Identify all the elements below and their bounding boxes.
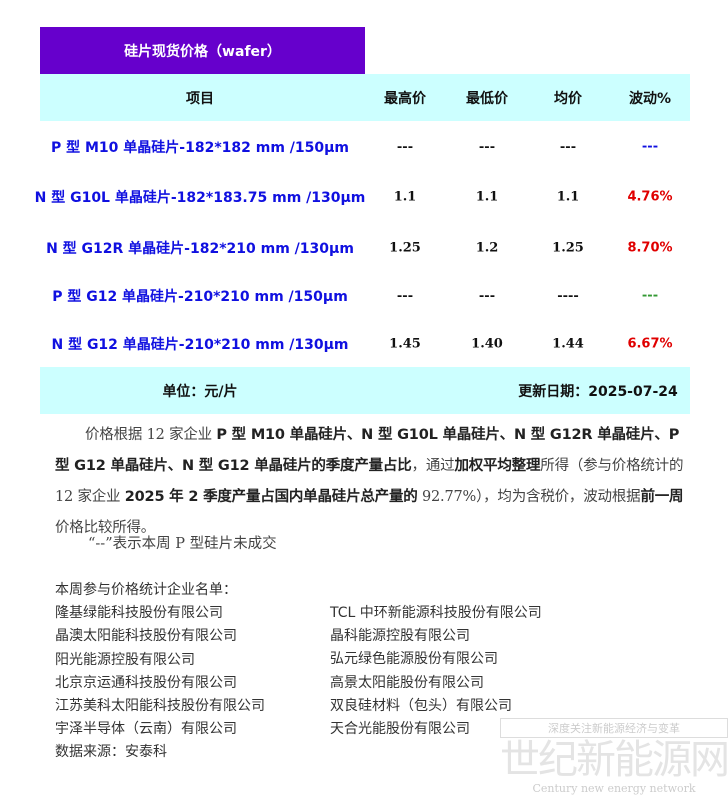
- header-min: 最低价: [466, 91, 508, 107]
- cell-max: ---: [396, 139, 414, 155]
- cell-change: 4.76%: [627, 189, 673, 205]
- paragraph-segment: 价格比较所得。: [55, 520, 156, 536]
- company-name: 宇泽半导体（云南）有限公司: [55, 721, 237, 738]
- table-row: N 型 G10L 单晶硅片-182*183.75 mm /130μm 1.1 1.1…: [35, 173, 690, 221]
- cell-min: 1.40: [471, 336, 503, 352]
- unit-label: 单位：元/片: [162, 384, 238, 400]
- paragraph-segment: 加权平均整理: [454, 458, 541, 474]
- company-name: 江苏美科太阳能科技股份有限公司: [55, 698, 265, 715]
- description-paragraph: 价格根据 12 家企业 P 型 M10 单晶硅片、N 型 G10L 单晶硅片、N…: [55, 420, 695, 544]
- cell-avg: ----: [557, 288, 579, 304]
- company-list-left: 本周参与价格统计企业名单： 隆基绿能科技股份有限公司 晶澳太阳能科技股份有限公司阳…: [55, 579, 265, 765]
- paragraph-segment: 92.77%），均为含税价，波动根据: [417, 489, 641, 505]
- company-name: 阳光能源控股有限公司: [55, 651, 195, 668]
- watermark-name: 世纪新能源网: [500, 737, 728, 783]
- cell-item: P 型 M10 单晶硅片-182*182 mm /150μm: [50, 140, 350, 156]
- cell-max: 1.1: [393, 189, 417, 205]
- company-list-right: TCL 中环新能源科技股份有限公司 晶科能源控股有限公司弘元绿色能源股份有限公司高…: [330, 602, 542, 741]
- company-name: 晶澳太阳能科技股份有限公司: [55, 628, 237, 645]
- header-item: 项目: [186, 91, 214, 107]
- cell-max: ---: [396, 288, 414, 304]
- cell-item: N 型 G12R 单晶硅片-182*210 mm /130μm: [46, 241, 354, 257]
- header-avg: 均价: [554, 91, 582, 107]
- company-name: 晶科能源控股有限公司: [330, 628, 470, 645]
- company-name: 弘元绿色能源股份有限公司: [330, 651, 498, 668]
- company-name: 高景太阳能股份有限公司: [330, 674, 484, 691]
- table-row: P 型 M10 单晶硅片-182*182 mm /150μm --- --- --- -…: [40, 123, 690, 171]
- paragraph-segment: ，通过: [411, 458, 455, 474]
- cell-max: 1.25: [389, 240, 421, 256]
- company-name: TCL 中环新能源科技股份有限公司: [330, 605, 542, 621]
- cell-change: 6.67%: [627, 336, 673, 352]
- company-name: 隆基绿能科技股份有限公司: [55, 605, 223, 622]
- cell-min: 1.2: [475, 240, 499, 256]
- watermark-tagline: 深度关注新能源经济与变革: [500, 718, 728, 738]
- company-name: 北京京运通科技股份有限公司: [55, 674, 237, 691]
- table-title: 硅片现货价格（wafer）: [40, 27, 365, 74]
- paragraph-segment: 所得（参与价格统计的 12 家企业: [55, 458, 684, 505]
- header-change: 波动%: [628, 91, 672, 107]
- cell-item: N 型 G10L 单晶硅片-182*183.75 mm /130μm: [34, 190, 366, 206]
- cell-item: N 型 G12 单晶硅片-210*210 mm /130μm: [51, 337, 349, 353]
- paragraph-segment: 价格根据 12 家企业: [85, 427, 217, 443]
- data-source: 数据来源：安泰科: [55, 744, 167, 761]
- table-footer: 单位：元/片 更新日期：2025-07-24: [40, 367, 690, 414]
- cell-avg: ---: [559, 139, 577, 155]
- update-date: 更新日期：2025-07-24: [518, 384, 678, 400]
- cell-avg: 1.25: [552, 240, 584, 256]
- cell-avg: 1.44: [552, 336, 584, 352]
- table-row: P 型 G12 单晶硅片-210*210 mm /150μm --- --- ----…: [40, 272, 690, 320]
- watermark-english: Century new energy network: [532, 782, 696, 795]
- note: “--”表示本周 P 型硅片未成交: [88, 536, 277, 552]
- paragraph-segment: P 型 M10 单晶硅片、N 型 G10L 单晶硅片、N 型 G12R 单晶硅片…: [55, 427, 680, 474]
- watermark-logo: 深度关注新能源经济与变革 世纪新能源网 Century new energy n…: [500, 718, 728, 795]
- table-row: N 型 G12 单晶硅片-210*210 mm /130μm 1.45 1.40 1.…: [40, 320, 690, 368]
- company-name: 双良硅材料（包头）有限公司: [330, 697, 512, 714]
- table-header: 项目 最高价 最低价 均价 波动%: [40, 74, 690, 121]
- companies-title: 本周参与价格统计企业名单：: [55, 582, 237, 598]
- cell-min: 1.1: [475, 189, 499, 205]
- cell-change: ---: [641, 288, 659, 304]
- cell-min: ---: [478, 288, 496, 304]
- company-name: 天合光能股份有限公司: [330, 721, 470, 738]
- cell-change: ---: [641, 139, 659, 155]
- header-max: 最高价: [384, 91, 426, 107]
- cell-item: P 型 G12 单晶硅片-210*210 mm /150μm: [52, 289, 348, 305]
- cell-change: 8.70%: [627, 240, 673, 256]
- table-row: N 型 G12R 单晶硅片-182*210 mm /130μm 1.25 1.2 1.…: [40, 224, 690, 272]
- cell-avg: 1.1: [556, 189, 580, 205]
- paragraph-segment: 2025 年 2 季度产量占国内单晶硅片总产量的: [124, 489, 418, 505]
- cell-min: ---: [478, 139, 496, 155]
- paragraph-segment: 前一周: [640, 489, 684, 505]
- cell-max: 1.45: [389, 336, 421, 352]
